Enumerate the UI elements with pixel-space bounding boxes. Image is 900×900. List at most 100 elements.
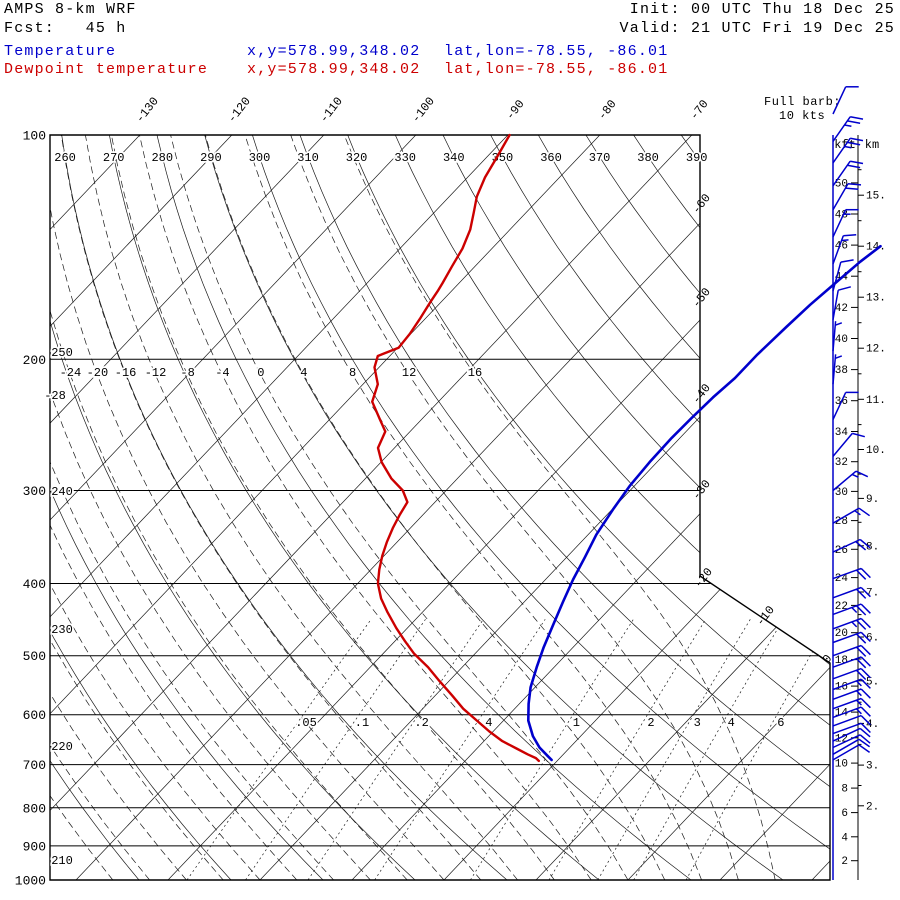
svg-text:40: 40 bbox=[835, 334, 848, 346]
svg-text:12: 12 bbox=[402, 366, 416, 380]
svg-text:15.: 15. bbox=[866, 191, 886, 203]
svg-text:-60: -60 bbox=[689, 191, 713, 217]
svg-text:38: 38 bbox=[835, 365, 848, 377]
svg-text:10.: 10. bbox=[866, 445, 886, 457]
svg-text:-16: -16 bbox=[115, 366, 137, 380]
svg-text:-4: -4 bbox=[215, 366, 229, 380]
svg-text:4: 4 bbox=[841, 832, 848, 844]
svg-text:900: 900 bbox=[23, 839, 46, 854]
svg-text:-28: -28 bbox=[44, 389, 66, 403]
svg-text:280: 280 bbox=[151, 151, 173, 165]
svg-text:10: 10 bbox=[835, 759, 848, 771]
svg-text:-110: -110 bbox=[317, 94, 346, 125]
svg-text:16: 16 bbox=[468, 366, 482, 380]
svg-text:350: 350 bbox=[492, 151, 514, 165]
svg-text:-90: -90 bbox=[503, 97, 527, 123]
svg-text:500: 500 bbox=[23, 649, 46, 664]
svg-text:2: 2 bbox=[841, 856, 848, 868]
svg-text:300: 300 bbox=[249, 151, 271, 165]
svg-text:13.: 13. bbox=[866, 293, 886, 305]
svg-text:.1: .1 bbox=[355, 716, 369, 730]
svg-text:12.: 12. bbox=[866, 344, 886, 356]
svg-text:2.: 2. bbox=[866, 801, 879, 813]
svg-text:320: 320 bbox=[346, 151, 368, 165]
svg-text:-20: -20 bbox=[87, 366, 109, 380]
svg-text:400: 400 bbox=[23, 577, 46, 592]
svg-text:700: 700 bbox=[23, 758, 46, 773]
barb-legend-value: 10 kts bbox=[779, 109, 826, 123]
svg-text:.05: .05 bbox=[295, 716, 317, 730]
svg-text:.2: .2 bbox=[414, 716, 428, 730]
svg-text:340: 340 bbox=[443, 151, 465, 165]
svg-text:240: 240 bbox=[51, 485, 73, 499]
temperature-curve bbox=[527, 244, 882, 762]
svg-text:-130: -130 bbox=[133, 94, 162, 125]
svg-text:-100: -100 bbox=[409, 94, 438, 125]
svg-text:.4: .4 bbox=[478, 716, 492, 730]
svg-text:290: 290 bbox=[200, 151, 222, 165]
svg-text:3: 3 bbox=[694, 716, 701, 730]
svg-text:310: 310 bbox=[297, 151, 319, 165]
svg-text:6: 6 bbox=[777, 716, 784, 730]
svg-text:-24: -24 bbox=[60, 366, 82, 380]
svg-text:380: 380 bbox=[637, 151, 659, 165]
svg-text:390: 390 bbox=[686, 151, 708, 165]
temperature-latlon: lat,lon=-78.55, -86.01 bbox=[444, 43, 669, 60]
svg-text:8: 8 bbox=[349, 366, 356, 380]
barb-legend-title: Full barb: bbox=[764, 95, 842, 109]
svg-text:600: 600 bbox=[23, 708, 46, 723]
svg-text:50: 50 bbox=[835, 178, 848, 190]
svg-text:1000: 1000 bbox=[15, 874, 46, 889]
dewpoint-latlon: lat,lon=-78.55, -86.01 bbox=[444, 61, 669, 78]
model-title: AMPS 8-km WRF bbox=[4, 1, 137, 18]
svg-text:0: 0 bbox=[257, 366, 264, 380]
svg-text:-8: -8 bbox=[180, 366, 194, 380]
svg-text:4: 4 bbox=[728, 716, 735, 730]
svg-text:100: 100 bbox=[23, 129, 46, 144]
svg-text:20: 20 bbox=[835, 628, 848, 640]
forecast-hour: Fcst: 45 h bbox=[4, 20, 127, 37]
svg-text:-20: -20 bbox=[691, 565, 715, 591]
svg-text:6: 6 bbox=[841, 808, 848, 820]
svg-text:km: km bbox=[865, 138, 879, 152]
svg-text:34: 34 bbox=[835, 427, 849, 439]
svg-text:250: 250 bbox=[51, 346, 73, 360]
svg-text:5.: 5. bbox=[866, 676, 879, 688]
dewpoint-curve bbox=[371, 133, 540, 763]
svg-text:30: 30 bbox=[835, 487, 848, 499]
svg-text:11.: 11. bbox=[866, 395, 886, 407]
background-grid bbox=[50, 135, 830, 880]
svg-text:28: 28 bbox=[835, 516, 848, 528]
svg-text:300: 300 bbox=[23, 484, 46, 499]
valid-time: Valid: 21 UTC Fri 19 Dec 25 bbox=[619, 20, 895, 37]
init-time: Init: 00 UTC Thu 18 Dec 25 bbox=[629, 1, 895, 18]
temperature-legend-label: Temperature bbox=[4, 43, 117, 60]
svg-text:14.: 14. bbox=[866, 242, 886, 254]
svg-text:8: 8 bbox=[841, 784, 848, 796]
svg-text:26: 26 bbox=[835, 545, 848, 557]
svg-text:370: 370 bbox=[589, 151, 611, 165]
svg-text:18: 18 bbox=[835, 655, 848, 667]
wind-barbs bbox=[832, 86, 871, 880]
svg-text:9.: 9. bbox=[866, 494, 879, 506]
svg-text:-40: -40 bbox=[689, 381, 713, 407]
svg-text:-50: -50 bbox=[689, 285, 713, 311]
svg-text:360: 360 bbox=[540, 151, 562, 165]
svg-text:220: 220 bbox=[51, 740, 73, 754]
svg-text:32: 32 bbox=[835, 457, 848, 469]
svg-text:-12: -12 bbox=[145, 366, 167, 380]
svg-text:800: 800 bbox=[23, 801, 46, 816]
svg-text:4.: 4. bbox=[866, 719, 879, 731]
svg-text:-70: -70 bbox=[687, 97, 711, 123]
svg-text:260: 260 bbox=[54, 151, 76, 165]
svg-text:8.: 8. bbox=[866, 541, 879, 553]
temperature-grid-xy: x,y=578.99,348.02 bbox=[247, 43, 421, 60]
dewpoint-legend-label: Dewpoint temperature bbox=[4, 61, 209, 78]
svg-text:4: 4 bbox=[300, 366, 307, 380]
svg-text:6.: 6. bbox=[866, 633, 879, 645]
svg-text:330: 330 bbox=[394, 151, 416, 165]
svg-text:210: 210 bbox=[51, 854, 73, 868]
svg-text:-120: -120 bbox=[225, 94, 254, 125]
